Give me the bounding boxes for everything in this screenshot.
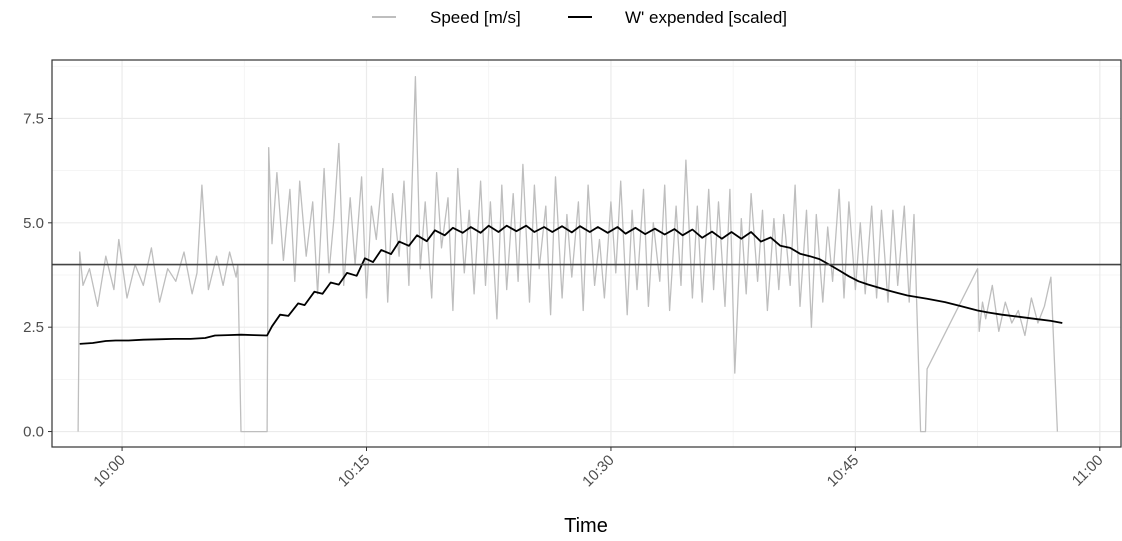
y-tick-label: 0.0 (23, 424, 44, 441)
panel-border (51, 59, 1122, 448)
x-tick-label: 10:15 (335, 452, 374, 491)
series-wexp-line (79, 224, 1063, 345)
legend-label-speed: Speed [m/s] (430, 8, 521, 27)
x-tick-label: 10:00 (90, 452, 129, 491)
y-tick-label: 7.5 (23, 110, 44, 127)
legend: Speed [m/s] W' expended [scaled] (372, 8, 787, 27)
x-tick-label: 10:45 (824, 452, 863, 491)
x-axis: 10:00 10:15 10:30 10:45 11:00 (90, 447, 1107, 491)
gridlines (52, 60, 1121, 447)
legend-label-wexp: W' expended [scaled] (625, 8, 787, 27)
y-tick-label: 5.0 (23, 215, 44, 232)
x-axis-title: Time (564, 515, 608, 537)
plot-panel (51, 59, 1122, 448)
y-axis: 0.0 2.5 5.0 7.5 (23, 110, 52, 441)
series-speed-line (77, 76, 1059, 433)
series-layer (77, 76, 1063, 433)
x-tick-label: 10:30 (579, 452, 618, 491)
x-tick-label: 11:00 (1069, 452, 1107, 490)
y-tick-label: 2.5 (23, 319, 44, 336)
